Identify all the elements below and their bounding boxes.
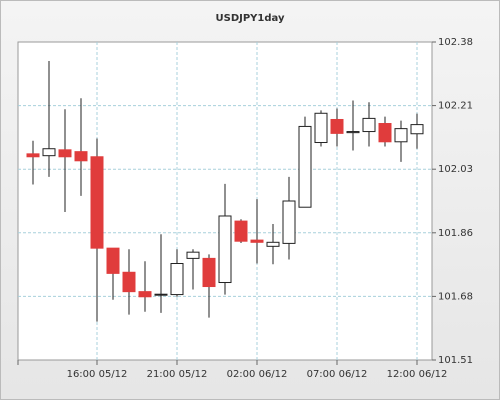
candle-body <box>186 251 200 259</box>
x-tick-label: 16:00 05/12 <box>67 369 128 380</box>
candle-body <box>90 156 104 249</box>
candle-body <box>298 125 312 208</box>
x-tick-label: 12:00 06/12 <box>387 369 448 380</box>
y-tick-label: 101.51 <box>438 355 473 366</box>
candle-body <box>58 149 72 158</box>
y-tick-label: 102.38 <box>438 37 473 48</box>
candle-body <box>74 151 88 162</box>
candle-body <box>282 200 296 244</box>
candle-body <box>106 247 120 274</box>
candle-body <box>122 271 136 293</box>
candle-body <box>394 128 408 143</box>
candle-body <box>154 293 168 296</box>
candle-body <box>234 220 248 242</box>
candle-body <box>314 112 328 144</box>
candle-body <box>330 118 344 134</box>
chart-title: USDJPY1day <box>216 13 285 24</box>
x-tick-label: 07:00 06/12 <box>307 369 368 380</box>
candle-body <box>362 117 376 133</box>
candle-body <box>250 239 264 243</box>
candle-body <box>410 124 424 135</box>
candle-body <box>218 215 232 284</box>
y-tick-label: 101.68 <box>438 291 473 302</box>
x-tick-label: 21:00 05/12 <box>147 369 208 380</box>
y-tick-label: 102.21 <box>438 101 473 112</box>
candle-body <box>266 241 280 247</box>
candle-body <box>170 263 184 296</box>
candle-body <box>378 123 392 143</box>
candle-body <box>42 148 56 157</box>
y-tick-label: 102.03 <box>438 164 473 175</box>
candle-body <box>346 131 360 134</box>
x-tick-label: 02:00 06/12 <box>227 369 288 380</box>
candle-body <box>26 153 40 158</box>
candle-body <box>202 257 216 288</box>
y-tick-label: 101.86 <box>438 228 473 239</box>
candle-body <box>138 291 152 298</box>
